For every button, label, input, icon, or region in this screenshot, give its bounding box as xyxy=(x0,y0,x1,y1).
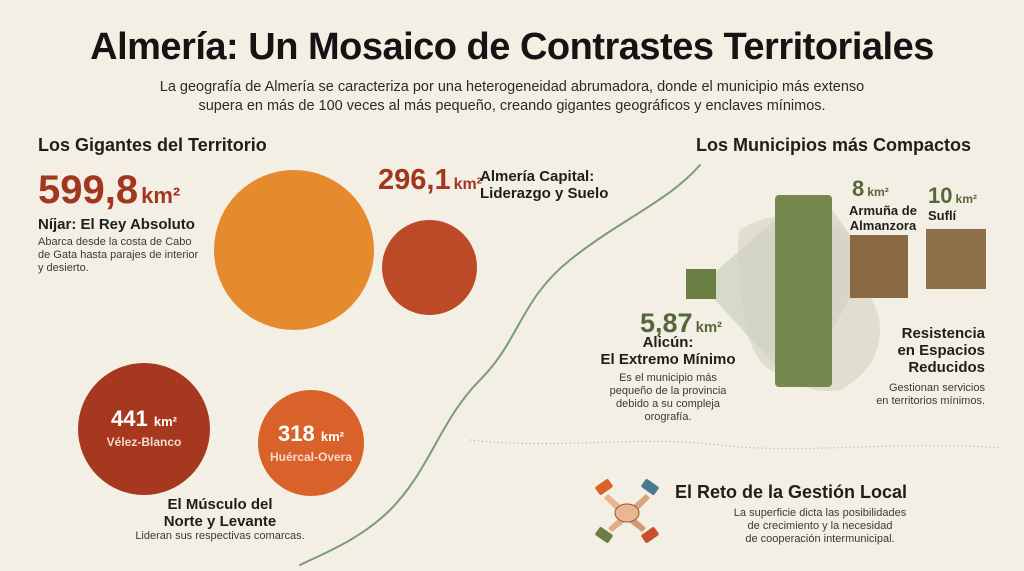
challenge-heading: El Reto de la Gestión Local xyxy=(675,482,908,502)
page-title: Almería: Un Mosaico de Contrastes Territ… xyxy=(90,26,934,68)
subtitle-line-1: La geografía de Almería se caracteriza p… xyxy=(159,79,865,95)
capital-name-line-1: Almería Capital: xyxy=(480,168,595,185)
challenge-desc-line-2: de crecimiento y la necesidad xyxy=(747,520,893,532)
nijar-desc-line-2: de Gata hasta parajes de interior xyxy=(38,249,199,261)
armuna-name: Armuña de Almanzora xyxy=(838,203,928,233)
armuna-square xyxy=(850,235,908,298)
alicun-value-number: 5,87 xyxy=(640,308,693,338)
capital-value-unit: km² xyxy=(453,176,482,193)
armuna-value-number: 8 xyxy=(852,176,865,201)
winding-path-line xyxy=(299,164,701,566)
alicun-desc-line-2: pequeño de la provincia xyxy=(609,385,727,397)
sufli-name: Suflí xyxy=(928,208,957,223)
velez-circle: 441 km² Vélez-Blanco xyxy=(78,363,210,495)
velez-name: Vélez-Blanco xyxy=(106,435,182,449)
alicun-square xyxy=(686,269,716,299)
muscle-heading-line-1: El Músculo del xyxy=(167,496,273,513)
capital-value: 296,1 km² xyxy=(378,164,482,197)
armuna-value-unit: km² xyxy=(867,185,889,199)
muscle-description: Lideran sus respectivas comarcas. xyxy=(135,530,305,542)
alicun-name: Alicún: El Extremo Mínimo xyxy=(588,334,748,368)
alicun-description: Es el municipio más pequeño de la provin… xyxy=(598,372,738,424)
nijar-value-unit: km² xyxy=(141,183,181,208)
challenge-desc-line-1: La superficie dicta las posibilidades xyxy=(733,507,907,519)
velez-value-number: 441 xyxy=(111,406,148,431)
huercal-name: Huércal-Overa xyxy=(269,450,353,464)
resistencia-line-1: Resistencia xyxy=(901,325,985,342)
dotted-divider-line xyxy=(469,439,1001,450)
light-beam-right xyxy=(832,210,850,330)
muscle-heading: El Músculo del Norte y Levante xyxy=(140,496,300,530)
resistencia-desc-line-1: Gestionan servicios xyxy=(889,382,985,394)
sufli-value-number: 10 xyxy=(928,183,953,208)
alicun-value-unit: km² xyxy=(695,320,722,336)
page-subtitle: La geografía de Almería se caracteriza p… xyxy=(140,78,884,116)
nijar-value-number: 599,8 xyxy=(38,168,139,212)
alicun-value: 5,87 km² xyxy=(640,308,722,339)
capital-name-line-2: Liderazgo y Suelo xyxy=(480,185,609,202)
challenge-desc-line-3: de cooperación intermunicipal. xyxy=(745,533,895,545)
nijar-desc-line-3: y desierto. xyxy=(38,262,89,274)
giants-heading: Los Gigantes del Territorio xyxy=(38,135,267,155)
armuna-name-line-2: Almanzora xyxy=(849,218,917,233)
sufli-value-unit: km² xyxy=(955,192,977,206)
velez-label: 441 km² Vélez-Blanco xyxy=(78,407,210,450)
capital-name: Almería Capital: Liderazgo y Suelo xyxy=(480,168,608,202)
challenge-description: La superficie dicta las posibilidades de… xyxy=(720,507,920,546)
sufli-square xyxy=(926,229,986,289)
capital-circle xyxy=(382,220,477,315)
resistencia-description: Gestionan servicios en territorios mínim… xyxy=(850,382,985,408)
armuna-name-line-1: Armuña de xyxy=(849,203,917,218)
huercal-value-unit: km² xyxy=(320,429,344,444)
capital-value-number: 296,1 xyxy=(378,164,451,196)
huercal-label: 318 km² Huércal-Overa xyxy=(258,422,364,465)
velez-value-unit: km² xyxy=(153,414,177,429)
tall-green-block xyxy=(775,195,832,387)
light-beam xyxy=(715,220,775,365)
alicun-desc-line-3: debido a su compleja xyxy=(616,398,720,410)
huercal-value-number: 318 xyxy=(278,421,315,446)
nijar-circle xyxy=(214,170,374,330)
resistencia-desc-line-2: en territorios mínimos. xyxy=(876,395,985,407)
huercal-circle: 318 km² Huércal-Overa xyxy=(258,390,364,496)
muscle-heading-line-2: Norte y Levante xyxy=(163,513,277,530)
nijar-description: Abarca desde la costa de Cabo de Gata ha… xyxy=(38,236,218,275)
alicun-desc-line-4: orografía. xyxy=(644,411,692,423)
nijar-desc-line-1: Abarca desde la costa de Cabo xyxy=(38,236,192,248)
alicun-desc-line-1: Es el municipio más xyxy=(619,372,717,384)
nijar-name: Níjar: El Rey Absoluto xyxy=(38,216,195,233)
sufli-value: 10 km² xyxy=(928,183,977,209)
alicun-name-line-1: Alicún: xyxy=(642,334,694,351)
resistencia-heading: Resistencia en Espacios Reducidos xyxy=(850,325,985,376)
nijar-value: 599,8 km² xyxy=(38,168,180,213)
armuna-value: 8 km² xyxy=(852,176,889,202)
resistencia-line-2: en Espacios xyxy=(897,342,985,359)
alicun-name-line-2: El Extremo Mínimo xyxy=(600,351,736,368)
hands-cooperation-icon xyxy=(595,479,659,543)
resistencia-line-3: Reducidos xyxy=(908,359,985,376)
subtitle-line-2: supera en más de 100 veces al más pequeñ… xyxy=(198,98,826,114)
compact-heading: Los Municipios más Compactos xyxy=(696,135,972,155)
